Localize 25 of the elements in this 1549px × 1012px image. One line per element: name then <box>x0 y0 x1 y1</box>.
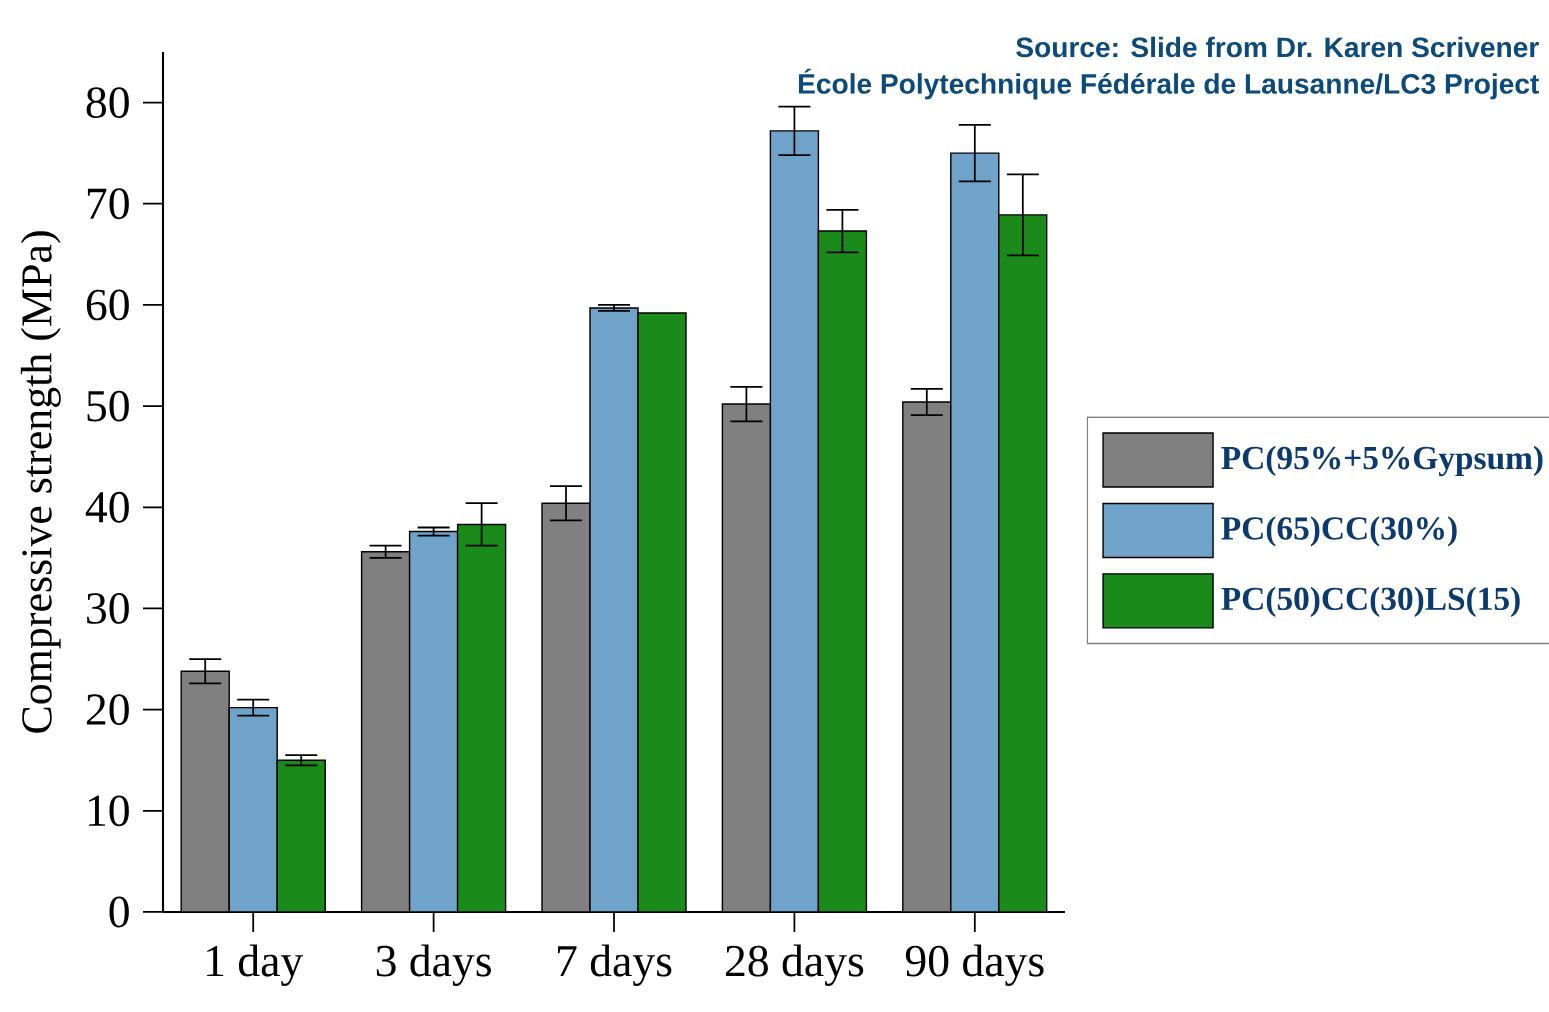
y-tick-label: 70 <box>87 188 129 220</box>
y-tick-label: 60 <box>86 289 129 321</box>
bar <box>228 706 278 912</box>
y-tick-label: 0 <box>109 896 129 928</box>
y-tick-label: 40 <box>85 491 129 523</box>
legend-label: PC(65)CC(30%) <box>1221 516 1457 547</box>
y-tick-label: 80 <box>86 87 129 118</box>
legend-label: PC(95%+5%Gypsum) <box>1221 445 1543 477</box>
annotation: Source: Slide from Dr. Karen Scrivener <box>1016 36 1539 58</box>
y-tick-label: 30 <box>87 593 129 624</box>
legend-label: PC(50)CC(30)LS(15) <box>1221 586 1520 617</box>
y-tick-label: 50 <box>87 390 129 422</box>
x-tick-label: 28 days <box>725 944 864 986</box>
x-tick-label: 1 day <box>207 944 304 986</box>
x-tick-label: 90 days <box>905 944 1044 986</box>
annotation: École Polytechnique Fédérale de Lausanne/LC3 Project <box>798 68 1539 100</box>
bar <box>769 130 820 912</box>
x-tick-label: 7 days <box>558 944 672 986</box>
bar <box>589 307 639 912</box>
y-tick-label: 10 <box>88 795 129 827</box>
bar <box>950 152 1000 912</box>
x-tick-label: 3 days <box>376 944 491 986</box>
y-axis-title: Compressive strength (MPa) <box>20 231 61 733</box>
bar <box>408 530 459 912</box>
y-tick-label: 20 <box>86 694 129 726</box>
